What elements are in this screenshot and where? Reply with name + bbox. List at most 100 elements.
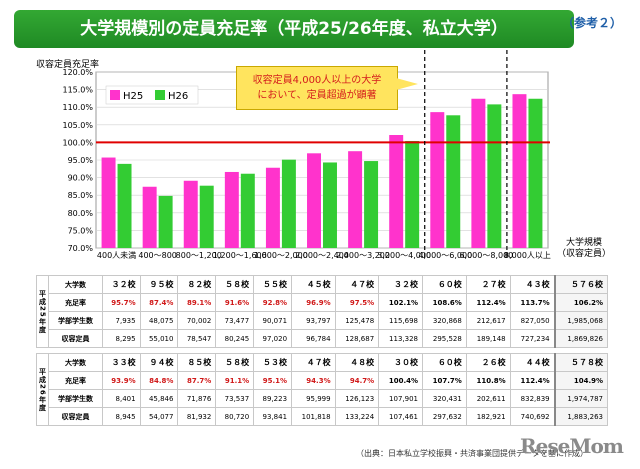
table-cell: ５３校 [253, 353, 293, 372]
bar-h25 [142, 186, 157, 248]
x-tick-label: 800～1,200 [176, 251, 222, 260]
table-total-cell: 1,883,263 [553, 407, 608, 426]
table-row: 収容定員 8,945 54,077 81,932 80,720 93,841 101,818… [37, 407, 608, 426]
table-cell: ４４校 [509, 353, 556, 372]
x-tick-label: 400人未満 [97, 250, 136, 260]
callout-line-1: 収容定員4,000人以上の大学 [252, 75, 382, 86]
table-cell: 95,999 [291, 389, 336, 408]
table-row: 収容定員 8,295 55,010 78,547 80,245 97,020 96,784 1… [37, 329, 608, 348]
table-cell: ４３校 [509, 275, 556, 294]
x-tick-label: 400～800 [138, 251, 177, 260]
x-axis-label: 大学規模 （収容定員） [557, 238, 611, 260]
table-cell: ３０校 [378, 353, 423, 372]
table-cell: ４７校 [334, 275, 380, 294]
bar-h26 [323, 162, 337, 248]
table-cell: 320,868 [421, 311, 467, 330]
x-tick-label: 2,400～3,200 [336, 251, 390, 260]
x-tick-label: 1,600～2,000 [254, 251, 308, 260]
table-cell: ９５校 [139, 275, 179, 294]
legend-label-h26: H26 [168, 91, 188, 102]
table-cell: 91.6% [215, 293, 255, 312]
table-cell: ６０校 [421, 275, 467, 294]
table-cell: 107,901 [378, 389, 423, 408]
table-cell: 8,295 [102, 329, 141, 348]
row-label: 収容定員 [48, 329, 103, 348]
table-cell: 73,477 [215, 311, 255, 330]
table-cell: 832,839 [509, 389, 556, 408]
table-total-cell: ５７８校 [553, 353, 608, 372]
table-cell: 87.7% [177, 371, 217, 390]
table-cell: 112.4% [465, 293, 511, 312]
table-cell: 48,075 [139, 311, 179, 330]
table-cell: 80,720 [215, 407, 255, 426]
table-cell: 73,537 [215, 389, 255, 408]
bar-h26 [158, 195, 173, 248]
bar-h26 [364, 161, 379, 248]
table-cell: 182,921 [465, 407, 511, 426]
year-group-label: 平成26年度 [36, 353, 49, 426]
table-cell: 113.7% [509, 293, 556, 312]
reference-label: （参考２） [561, 16, 622, 30]
table-cell: 126,123 [334, 389, 380, 408]
table-cell: 94.3% [291, 371, 336, 390]
table-cell: 102.1% [378, 293, 423, 312]
y-tick-label: 105.0% [62, 121, 93, 130]
table-cell: 80,245 [215, 329, 255, 348]
x-tick-label: 3,200～4,000 [377, 251, 431, 260]
bar-h26 [117, 163, 132, 248]
bar-h25 [101, 157, 116, 248]
bar-h26 [405, 140, 420, 248]
row-label: 大学数 [48, 275, 103, 294]
bar-h25 [348, 151, 363, 248]
table-cell: 93,797 [291, 311, 336, 330]
table-total-cell: 104.9% [553, 371, 608, 390]
table-cell: 96.9% [291, 293, 336, 312]
x-tick-label: 8,000人以上 [504, 251, 551, 260]
table-cell: 87.4% [139, 293, 179, 312]
table-cell: 89,223 [253, 389, 293, 408]
table-row: 学部学生数 8,401 45,846 71,876 73,537 89,223 95,999… [37, 389, 608, 408]
table-cell: 93.9% [102, 371, 141, 390]
table-cell: 107,461 [378, 407, 423, 426]
bar-h25 [307, 153, 321, 248]
table-cell: 97.5% [334, 293, 380, 312]
y-tick-label: 85.0% [68, 191, 94, 200]
bar-h25 [224, 171, 239, 248]
table-cell: 92.8% [253, 293, 293, 312]
y-tick-label: 70.0% [68, 244, 94, 253]
y-tick-label: 110.0% [62, 103, 93, 112]
table-total-cell: 106.2% [553, 293, 608, 312]
table-cell: 91.1% [215, 371, 255, 390]
year-group-label: 平成25年度 [36, 275, 49, 348]
table-cell: 55,010 [139, 329, 179, 348]
table-cell: ３３校 [102, 353, 141, 372]
table-cell: 115,698 [378, 311, 423, 330]
table-cell: ６０校 [421, 353, 467, 372]
table-cell: 8,945 [102, 407, 141, 426]
table-cell: ２７校 [465, 275, 511, 294]
table-cell: 78,547 [177, 329, 217, 348]
x-tick-label: 6,000～8,000 [459, 251, 513, 260]
legend-swatch-h25 [110, 90, 120, 100]
bar-h25 [471, 98, 486, 248]
bar-h25 [430, 112, 445, 249]
row-label: 学部学生数 [48, 389, 103, 408]
x-tick-label: 4,000～6,000 [418, 251, 472, 260]
legend-box [105, 85, 199, 105]
table-total-cell: 1,985,068 [553, 311, 608, 330]
y-tick-label: 115.0% [62, 86, 93, 95]
y-tick-label: 80.0% [68, 209, 94, 218]
y-tick-label: 95.0% [68, 156, 94, 165]
table-cell: 727,234 [509, 329, 556, 348]
callout-pointer [396, 78, 418, 90]
table-cell: 54,077 [139, 407, 179, 426]
table-cell: 7,935 [102, 311, 141, 330]
bar-h26 [528, 98, 543, 248]
y-tick-label: 90.0% [68, 174, 94, 183]
bar-h26 [281, 159, 296, 248]
row-label: 大学数 [48, 353, 103, 372]
table-cell: 45,846 [139, 389, 179, 408]
y-tick-label: 100.0% [62, 138, 93, 147]
bar-h25 [512, 94, 527, 248]
table-total-cell: 1,869,826 [553, 329, 608, 348]
